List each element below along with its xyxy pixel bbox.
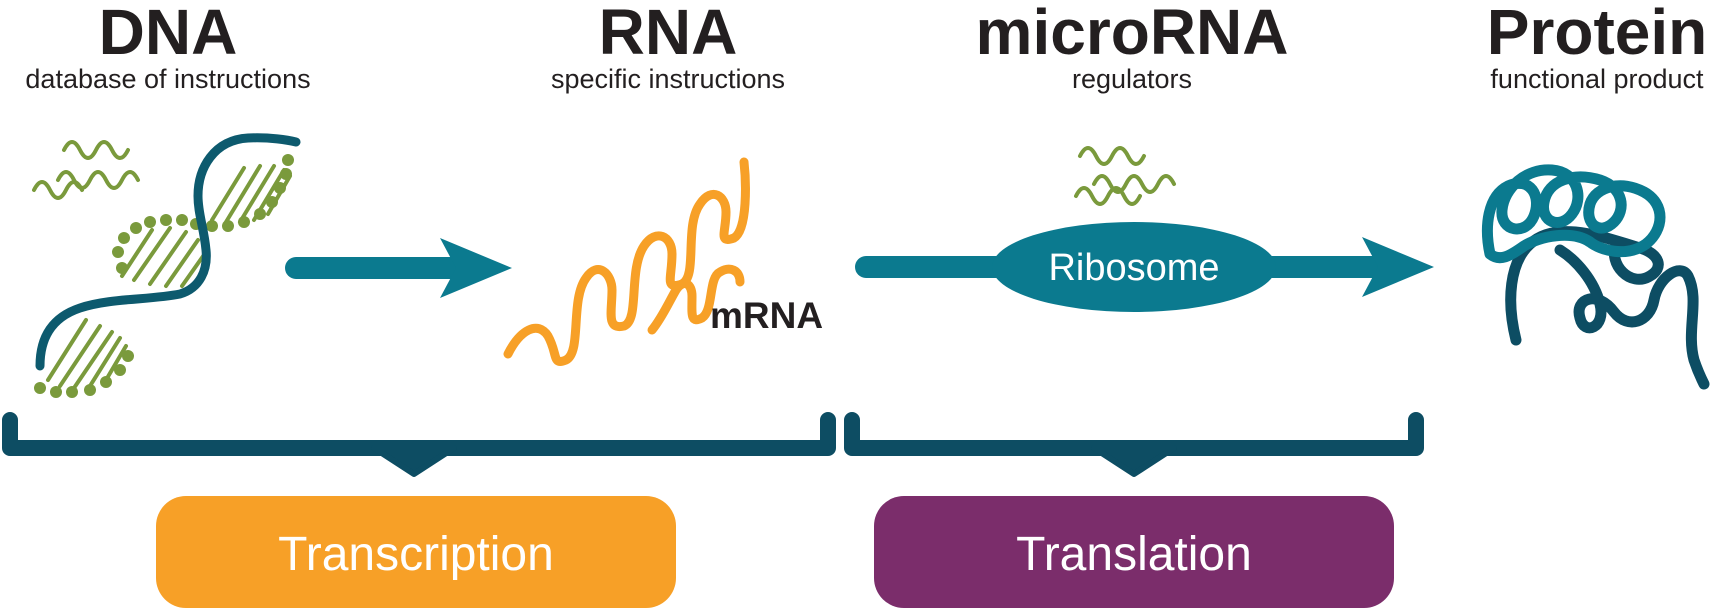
rna-subtitle: specific instructions [551,64,785,94]
dna-subtitle: database of instructions [25,64,310,94]
dna-title: DNA [99,0,238,68]
microrna-heading: microRNA regulators [976,0,1289,94]
protein-subtitle: functional product [1490,64,1704,94]
translation-badge: Translation [874,496,1394,608]
transcription-arrow [285,238,512,298]
microrna-title: microRNA [976,0,1289,68]
mrna-label: mRNA [710,295,823,336]
rna-title: RNA [599,0,738,68]
translation-label: Translation [1016,528,1252,581]
protein-title: Protein [1487,0,1707,68]
protein-heading: Protein functional product [1487,0,1707,94]
transcription-bracket [2,412,836,477]
microrna-subtitle: regulators [1072,64,1192,94]
dna-heading: DNA database of instructions [25,0,310,94]
dna-helix-icon [34,133,301,398]
transcription-badge: Transcription [156,496,676,608]
dna-microrna-squiggles [32,140,140,200]
translation-bracket [844,412,1424,477]
rna-strands-icon [503,157,750,366]
ribosome-microrna-squiggles [1074,146,1176,206]
transcription-label: Transcription [278,528,554,581]
transcription-badge-bg [156,496,676,608]
rna-heading: RNA specific instructions [551,0,785,94]
ribosome-icon: Ribosome [992,222,1276,312]
ribosome-label: Ribosome [1048,247,1219,289]
protein-icon [1481,164,1710,390]
translation-badge-bg [874,496,1394,608]
